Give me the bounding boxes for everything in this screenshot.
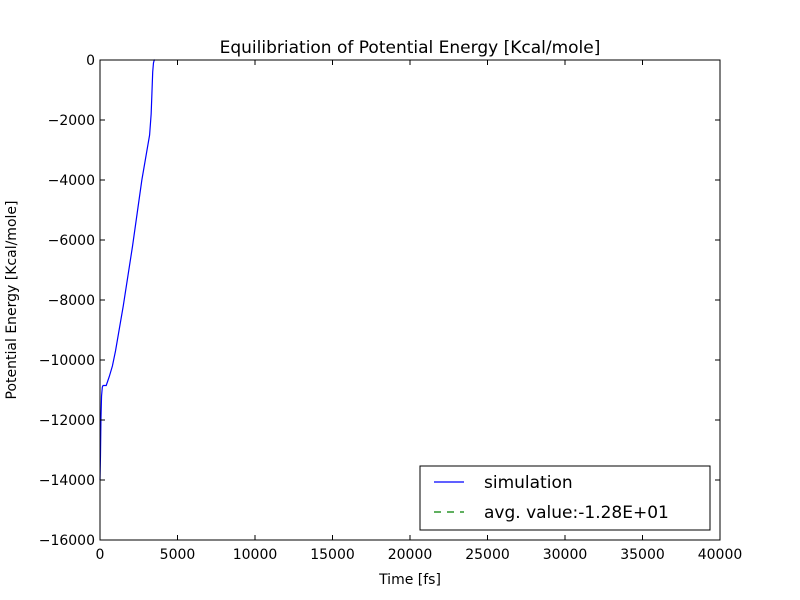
x-tick-label: 5000 <box>160 547 196 563</box>
y-tick-label: 0 <box>86 53 95 69</box>
x-tick-label: 25000 <box>465 547 510 563</box>
x-tick-label: 30000 <box>543 547 588 563</box>
y-tick-label: −2000 <box>48 113 95 129</box>
x-tick-label: 10000 <box>233 547 278 563</box>
y-tick-label: −8000 <box>48 293 95 309</box>
y-tick-label: −12000 <box>39 413 95 429</box>
legend-simulation-label: simulation <box>484 473 573 493</box>
legend-box <box>419 465 711 531</box>
x-tick-label: 15000 <box>310 547 355 563</box>
series-line-0 <box>99 59 156 481</box>
axis-ticks: 0 5000 10000 15000 20000 25000 30000 35000 40000… <box>39 53 743 563</box>
chart-title: Equilibriation of Potential Energy [Kcal… <box>220 38 601 58</box>
x-tick-label: 35000 <box>620 547 665 563</box>
x-tick-label: 0 <box>96 547 105 563</box>
x-tick-label: 40000 <box>698 547 743 563</box>
x-tick-label: 20000 <box>388 547 433 563</box>
y-tick-label: −4000 <box>48 173 95 189</box>
y-tick-label: −6000 <box>48 233 95 249</box>
legend-avg-label: avg. value:-1.28E+01 <box>484 503 669 523</box>
y-axis-label: Potential Energy [Kcal/mole] <box>4 201 20 400</box>
x-axis-label: Time [fs] <box>378 572 441 588</box>
y-tick-label: −14000 <box>39 473 95 489</box>
legend: simulation avg. value:-1.28E+01 <box>419 465 711 531</box>
y-tick-label: −16000 <box>39 533 95 549</box>
y-tick-label: −10000 <box>39 353 95 369</box>
